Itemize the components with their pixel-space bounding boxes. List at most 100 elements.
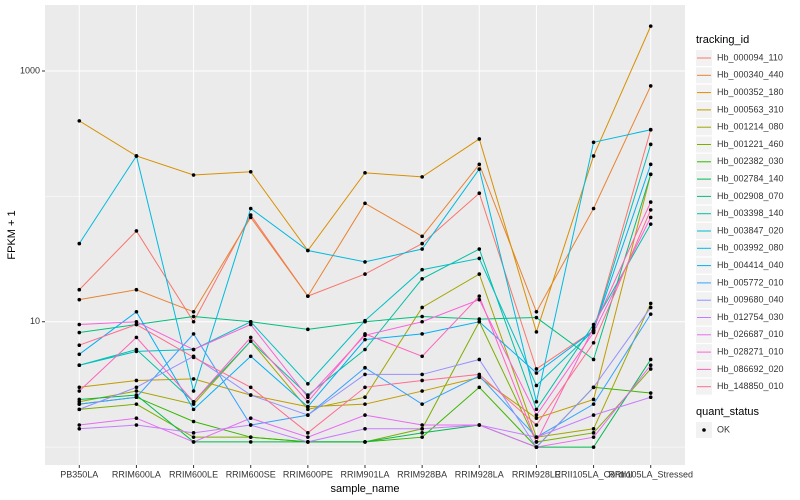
data-point	[306, 407, 310, 412]
data-point	[306, 327, 310, 332]
data-point	[420, 423, 424, 427]
legend-label: Hb_002784_140	[717, 173, 784, 183]
data-point	[77, 397, 82, 402]
legend-label: Hb_003992_080	[717, 243, 784, 253]
legend-label: Hb_004414_040	[717, 260, 784, 270]
data-point	[306, 381, 310, 386]
data-point	[534, 413, 539, 417]
legend-label: Hb_001221_460	[717, 139, 784, 149]
data-point	[420, 247, 424, 251]
data-point	[648, 301, 653, 306]
data-point	[191, 310, 196, 314]
data-point	[306, 435, 310, 439]
x-tick-label: RRIM928LA	[455, 469, 504, 479]
data-point	[134, 310, 139, 314]
data-point	[134, 229, 139, 233]
data-point	[534, 310, 539, 314]
legend-label: OK	[717, 424, 730, 434]
data-point	[534, 371, 539, 375]
legend-label: Hb_001214_080	[717, 122, 784, 132]
data-point	[191, 173, 196, 177]
data-point	[191, 377, 196, 381]
data-point	[477, 191, 482, 195]
data-point	[648, 367, 653, 371]
data-point	[248, 319, 253, 324]
data-point	[191, 332, 196, 336]
data-point	[77, 343, 82, 347]
data-point	[420, 305, 424, 310]
data-point	[534, 315, 539, 320]
data-point	[77, 330, 82, 335]
data-point	[591, 325, 596, 330]
data-point	[420, 241, 424, 246]
x-tick-label: PB350LA	[60, 469, 98, 479]
legend-label: Hb_012754_030	[717, 312, 784, 322]
data-point	[420, 426, 424, 431]
data-point	[77, 407, 82, 412]
data-point	[306, 413, 310, 417]
data-point	[363, 347, 367, 352]
data-point	[591, 431, 596, 435]
data-point	[191, 431, 196, 435]
legend-label: Hb_003398_140	[717, 208, 784, 218]
legend-title: quant_status	[696, 406, 759, 418]
data-point	[191, 389, 196, 393]
data-point	[477, 372, 482, 377]
data-point	[534, 440, 539, 444]
legend-label: Hb_000563_310	[717, 104, 784, 114]
data-point	[591, 140, 596, 145]
data-point	[77, 426, 82, 431]
data-point	[363, 201, 367, 206]
data-point	[420, 378, 424, 383]
data-point	[134, 389, 139, 393]
data-point	[591, 397, 596, 402]
data-point	[477, 423, 482, 427]
legend-label: Hb_000340_440	[717, 70, 784, 80]
x-tick-label: RRIM600PE	[283, 469, 333, 479]
data-point	[363, 413, 367, 417]
data-point	[591, 402, 596, 406]
y-tick-label: 10	[30, 316, 40, 326]
data-point	[420, 389, 424, 393]
data-point	[420, 175, 424, 179]
legend-label: Hb_026687_010	[717, 329, 784, 339]
x-tick-label: RRII105LA_Stressed	[608, 469, 693, 479]
legend-label: Hb_148850_010	[717, 381, 784, 391]
x-axis-title: sample_name	[330, 483, 399, 495]
data-point	[134, 287, 139, 292]
data-point	[77, 241, 82, 246]
data-point	[134, 395, 139, 400]
legend-label: Hb_028271_010	[717, 346, 784, 356]
data-point	[477, 272, 482, 276]
data-point	[363, 332, 367, 336]
data-point	[420, 267, 424, 272]
data-point	[248, 393, 253, 397]
x-tick-label: RRIM928LE	[512, 469, 561, 479]
data-point	[363, 395, 367, 400]
legend-label: Hb_005772_010	[717, 277, 784, 287]
data-point	[648, 222, 653, 226]
data-point	[477, 385, 482, 390]
legend-label: Hb_003847_020	[717, 225, 784, 235]
data-point	[477, 357, 482, 362]
data-point	[648, 24, 653, 28]
data-point	[648, 312, 653, 316]
y-tick-label: 1000	[20, 65, 40, 75]
data-point	[77, 389, 82, 393]
x-tick-label: RRIM901LA	[340, 469, 389, 479]
data-point	[477, 297, 482, 302]
data-point	[306, 248, 310, 253]
data-point	[477, 247, 482, 251]
data-point	[591, 340, 596, 345]
data-point	[306, 294, 310, 298]
data-point	[648, 395, 653, 400]
data-point	[134, 423, 139, 427]
data-point	[420, 314, 424, 319]
data-point	[363, 440, 367, 444]
data-point	[648, 84, 653, 88]
data-point	[134, 335, 139, 340]
data-point	[591, 330, 596, 335]
data-point	[477, 137, 482, 141]
legend-label: Hb_009680_040	[717, 295, 784, 305]
